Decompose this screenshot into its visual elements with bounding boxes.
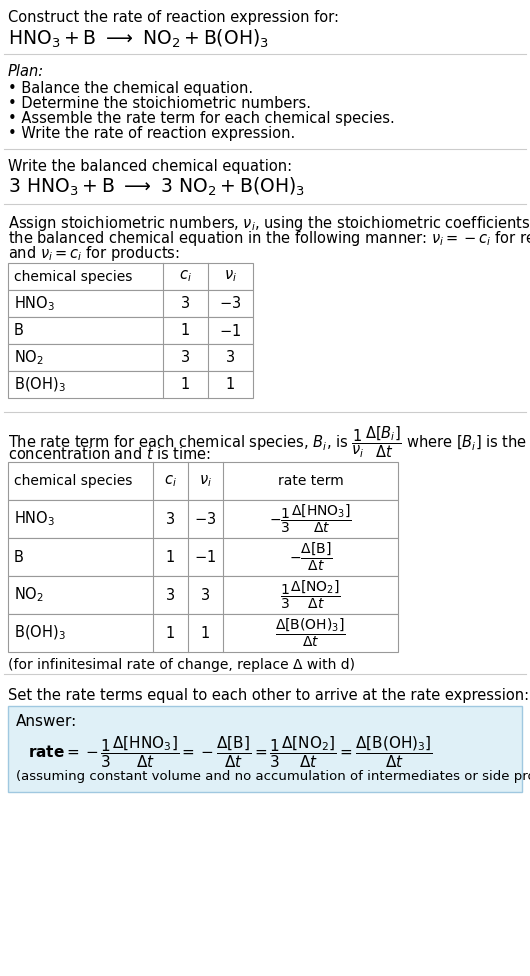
Text: Construct the rate of reaction expression for:: Construct the rate of reaction expressio…: [8, 10, 339, 25]
Text: (assuming constant volume and no accumulation of intermediates or side products): (assuming constant volume and no accumul…: [16, 770, 530, 783]
Text: $-\dfrac{\Delta[\mathrm{B}]}{\Delta t}$: $-\dfrac{\Delta[\mathrm{B}]}{\Delta t}$: [289, 541, 332, 573]
Bar: [8, 371, 253, 398]
Text: $-3$: $-3$: [219, 296, 242, 311]
FancyBboxPatch shape: [8, 706, 522, 792]
Text: $\mathbf{rate} = -\dfrac{1}{3}\dfrac{\Delta[\mathrm{HNO_3}]}{\Delta t} = -\dfrac: $\mathbf{rate} = -\dfrac{1}{3}\dfrac{\De…: [28, 734, 433, 770]
Bar: [8, 290, 253, 317]
Text: • Balance the chemical equation.: • Balance the chemical equation.: [8, 81, 253, 96]
Text: • Assemble the rate term for each chemical species.: • Assemble the rate term for each chemic…: [8, 111, 395, 126]
Text: $\mathrm{B(OH)_3}$: $\mathrm{B(OH)_3}$: [14, 376, 66, 393]
Text: 3: 3: [166, 511, 175, 526]
Text: $\mathrm{HNO_3 + B\ \longrightarrow\ NO_2 + B(OH)_3}$: $\mathrm{HNO_3 + B\ \longrightarrow\ NO_…: [8, 28, 269, 51]
Text: $\nu_i$: $\nu_i$: [199, 473, 212, 489]
Text: chemical species: chemical species: [14, 269, 132, 283]
Text: $\mathrm{3\ HNO_3 + B\ \longrightarrow\ 3\ NO_2 + B(OH)_3}$: $\mathrm{3\ HNO_3 + B\ \longrightarrow\ …: [8, 176, 305, 198]
Text: $\mathrm{NO_2}$: $\mathrm{NO_2}$: [14, 586, 44, 604]
Text: 1: 1: [166, 626, 175, 640]
Text: The rate term for each chemical species, $B_i$, is $\dfrac{1}{\nu_i}\dfrac{\Delt: The rate term for each chemical species,…: [8, 424, 530, 460]
Text: 3: 3: [181, 350, 190, 365]
Text: $\mathrm{B(OH)_3}$: $\mathrm{B(OH)_3}$: [14, 624, 66, 642]
Text: $\dfrac{\Delta[\mathrm{B(OH)_3}]}{\Delta t}$: $\dfrac{\Delta[\mathrm{B(OH)_3}]}{\Delta…: [275, 617, 346, 649]
Text: 3: 3: [201, 588, 210, 602]
Text: 3: 3: [226, 350, 235, 365]
Bar: [8, 317, 253, 344]
Text: $\mathrm{NO_2}$: $\mathrm{NO_2}$: [14, 348, 44, 367]
Bar: [8, 263, 253, 290]
Text: B: B: [14, 549, 24, 564]
Text: rate term: rate term: [278, 474, 343, 488]
Text: $-1$: $-1$: [219, 322, 242, 339]
Text: • Write the rate of reaction expression.: • Write the rate of reaction expression.: [8, 126, 295, 141]
Text: and $\nu_i = c_i$ for products:: and $\nu_i = c_i$ for products:: [8, 244, 180, 263]
Text: $\mathrm{HNO_3}$: $\mathrm{HNO_3}$: [14, 294, 55, 313]
Text: Plan:: Plan:: [8, 64, 44, 79]
Bar: [8, 344, 253, 371]
Text: $\nu_i$: $\nu_i$: [224, 268, 237, 284]
Bar: [8, 462, 398, 500]
Text: 1: 1: [226, 377, 235, 392]
Text: Write the balanced chemical equation:: Write the balanced chemical equation:: [8, 159, 292, 174]
Text: 1: 1: [166, 549, 175, 564]
Text: • Determine the stoichiometric numbers.: • Determine the stoichiometric numbers.: [8, 96, 311, 111]
Bar: [8, 500, 398, 538]
Text: $-\dfrac{1}{3}\dfrac{\Delta[\mathrm{HNO_3}]}{\Delta t}$: $-\dfrac{1}{3}\dfrac{\Delta[\mathrm{HNO_…: [269, 503, 352, 535]
Text: concentration and $t$ is time:: concentration and $t$ is time:: [8, 446, 211, 462]
Text: Answer:: Answer:: [16, 714, 77, 729]
Bar: [8, 538, 398, 576]
Text: B: B: [14, 323, 24, 338]
Text: 3: 3: [181, 296, 190, 311]
Text: $-3$: $-3$: [195, 511, 217, 527]
Text: (for infinitesimal rate of change, replace Δ with d): (for infinitesimal rate of change, repla…: [8, 658, 355, 672]
Text: chemical species: chemical species: [14, 474, 132, 488]
Text: $\mathrm{HNO_3}$: $\mathrm{HNO_3}$: [14, 509, 55, 528]
Text: $\dfrac{1}{3}\dfrac{\Delta[\mathrm{NO_2}]}{\Delta t}$: $\dfrac{1}{3}\dfrac{\Delta[\mathrm{NO_2}…: [280, 579, 341, 611]
Text: 1: 1: [181, 377, 190, 392]
Text: the balanced chemical equation in the following manner: $\nu_i = -c_i$ for react: the balanced chemical equation in the fo…: [8, 229, 530, 248]
Text: $-1$: $-1$: [195, 549, 217, 565]
Text: $c_i$: $c_i$: [164, 473, 177, 489]
Text: 3: 3: [166, 588, 175, 602]
Text: Set the rate terms equal to each other to arrive at the rate expression:: Set the rate terms equal to each other t…: [8, 688, 529, 703]
Text: 1: 1: [181, 323, 190, 338]
Bar: [8, 614, 398, 652]
Text: Assign stoichiometric numbers, $\nu_i$, using the stoichiometric coefficients, $: Assign stoichiometric numbers, $\nu_i$, …: [8, 214, 530, 233]
Text: 1: 1: [201, 626, 210, 640]
Text: $c_i$: $c_i$: [179, 268, 192, 284]
Bar: [8, 576, 398, 614]
